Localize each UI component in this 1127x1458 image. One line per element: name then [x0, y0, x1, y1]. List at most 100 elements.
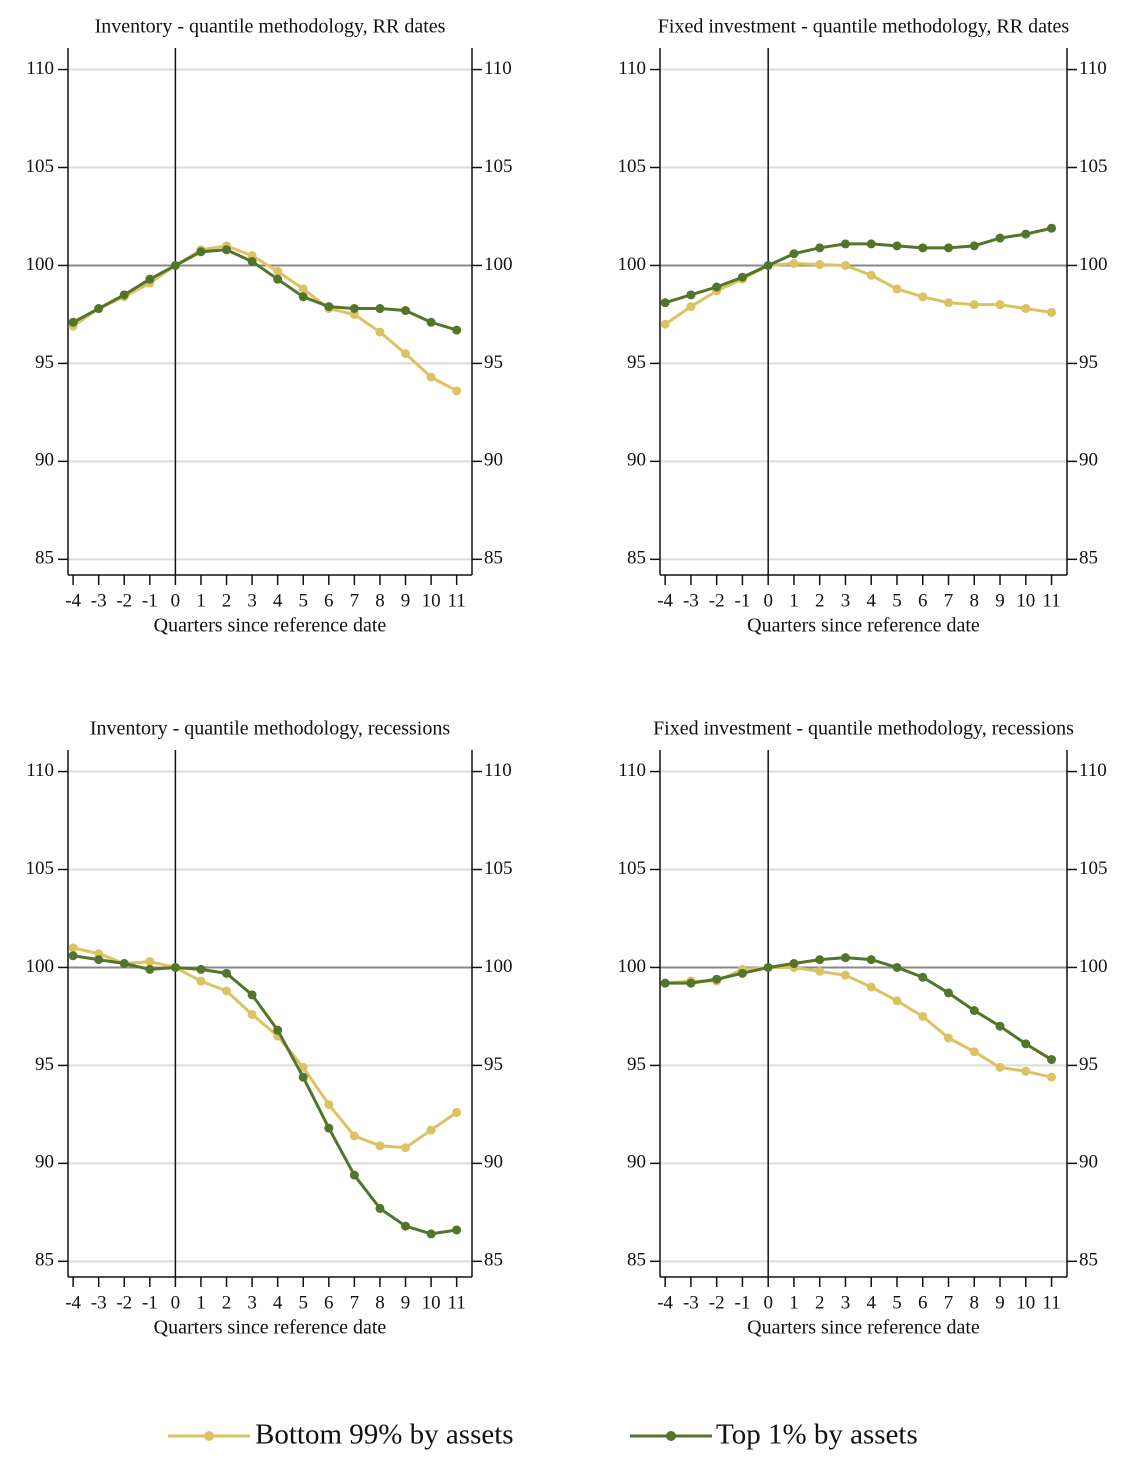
- y-tick-label: 105: [26, 858, 55, 879]
- point: [789, 959, 799, 969]
- y2-tick-label: 85: [1079, 1250, 1098, 1271]
- point: [452, 1225, 462, 1235]
- point: [712, 282, 722, 292]
- x-axis-label: Quarters since reference date: [154, 615, 387, 637]
- x-tick-label: 5: [892, 590, 902, 611]
- point: [892, 241, 902, 251]
- chart-title: Fixed investment - quantile methodology,…: [653, 718, 1074, 740]
- x-tick-label: 11: [1042, 590, 1060, 611]
- x-tick-label: 4: [866, 1292, 876, 1313]
- series-line: [72, 946, 458, 1150]
- y2-tick-label: 105: [1079, 156, 1108, 177]
- x-tick-label: 7: [944, 590, 954, 611]
- x-tick-label: -3: [683, 1292, 699, 1313]
- point: [119, 290, 129, 300]
- series-line: [72, 954, 457, 1236]
- point: [324, 1100, 334, 1110]
- y-tick-label: 100: [26, 254, 55, 275]
- point: [324, 1123, 334, 1133]
- point: [401, 1143, 411, 1153]
- point: [247, 990, 257, 1000]
- point: [222, 986, 232, 996]
- x-tick-label: -3: [91, 590, 107, 611]
- point: [1047, 307, 1057, 317]
- point: [68, 943, 78, 953]
- y-tick-label: 100: [618, 254, 647, 275]
- x-tick-label: 2: [815, 590, 825, 611]
- point: [349, 1131, 359, 1141]
- x-tick-label: 3: [841, 590, 851, 611]
- x-tick-label: -2: [116, 1292, 132, 1313]
- legend-label: Top 1% by assets: [716, 1419, 918, 1451]
- x-tick-label: 5: [892, 1292, 902, 1313]
- point: [452, 1107, 462, 1117]
- y2-tick-label: 95: [484, 1054, 503, 1075]
- point: [349, 1170, 359, 1180]
- point: [918, 972, 928, 982]
- x-tick-label: 11: [448, 590, 466, 611]
- point: [375, 304, 385, 314]
- series-line: [72, 248, 458, 332]
- x-tick-label: -4: [657, 1292, 673, 1313]
- point: [763, 962, 773, 972]
- point: [789, 249, 799, 259]
- y-tick-label: 90: [35, 1152, 54, 1173]
- point: [686, 978, 696, 988]
- point: [866, 955, 876, 965]
- point: [1021, 1066, 1031, 1076]
- x-axis-label: Quarters since reference date: [154, 1317, 387, 1339]
- x-tick-label: 10: [422, 590, 441, 611]
- point: [969, 300, 979, 310]
- x-tick-label: 8: [375, 590, 385, 611]
- point: [944, 1033, 954, 1043]
- point: [375, 1141, 385, 1151]
- point: [995, 1062, 1005, 1072]
- point: [737, 272, 747, 282]
- point: [944, 988, 954, 998]
- y2-tick-label: 90: [1079, 450, 1098, 471]
- point: [1021, 304, 1031, 314]
- x-tick-label: 6: [324, 590, 334, 611]
- series-line: [664, 261, 1052, 326]
- y-tick-label: 95: [627, 352, 646, 373]
- point: [247, 1009, 257, 1019]
- point: [1021, 229, 1031, 239]
- y2-tick-label: 110: [1079, 760, 1107, 781]
- point: [1047, 1072, 1057, 1082]
- x-tick-label: 4: [866, 590, 876, 611]
- point: [866, 982, 876, 992]
- x-tick-label: 1: [789, 590, 799, 611]
- point: [815, 243, 825, 253]
- x-tick-label: 10: [422, 1292, 441, 1313]
- y2-tick-label: 90: [484, 1152, 503, 1173]
- chart-title: Inventory - quantile methodology, recess…: [90, 718, 451, 740]
- point: [452, 386, 462, 396]
- y-tick-label: 85: [35, 1250, 54, 1271]
- chart-title: Inventory - quantile methodology, RR dat…: [95, 16, 446, 38]
- legend-marker: [666, 1431, 676, 1441]
- point: [840, 239, 850, 249]
- point: [298, 1062, 308, 1072]
- y2-tick-label: 90: [484, 450, 503, 471]
- point: [686, 302, 696, 312]
- x-tick-label: 3: [247, 1292, 257, 1313]
- point: [660, 298, 670, 308]
- point: [737, 968, 747, 978]
- y2-tick-label: 100: [1079, 956, 1108, 977]
- y-tick-label: 85: [627, 1250, 646, 1271]
- y-tick-label: 105: [26, 156, 55, 177]
- y2-tick-label: 90: [1079, 1152, 1098, 1173]
- x-tick-label: 2: [222, 590, 232, 611]
- point: [969, 241, 979, 251]
- point: [789, 259, 799, 269]
- x-tick-label: -2: [116, 590, 132, 611]
- y2-tick-label: 110: [1079, 58, 1107, 79]
- x-tick-label: 0: [171, 590, 181, 611]
- legend-label: Bottom 99% by assets: [255, 1419, 514, 1451]
- y-tick-label: 95: [627, 1054, 646, 1075]
- point: [324, 302, 334, 312]
- y2-tick-label: 95: [484, 352, 503, 373]
- y-tick-label: 95: [35, 1054, 54, 1075]
